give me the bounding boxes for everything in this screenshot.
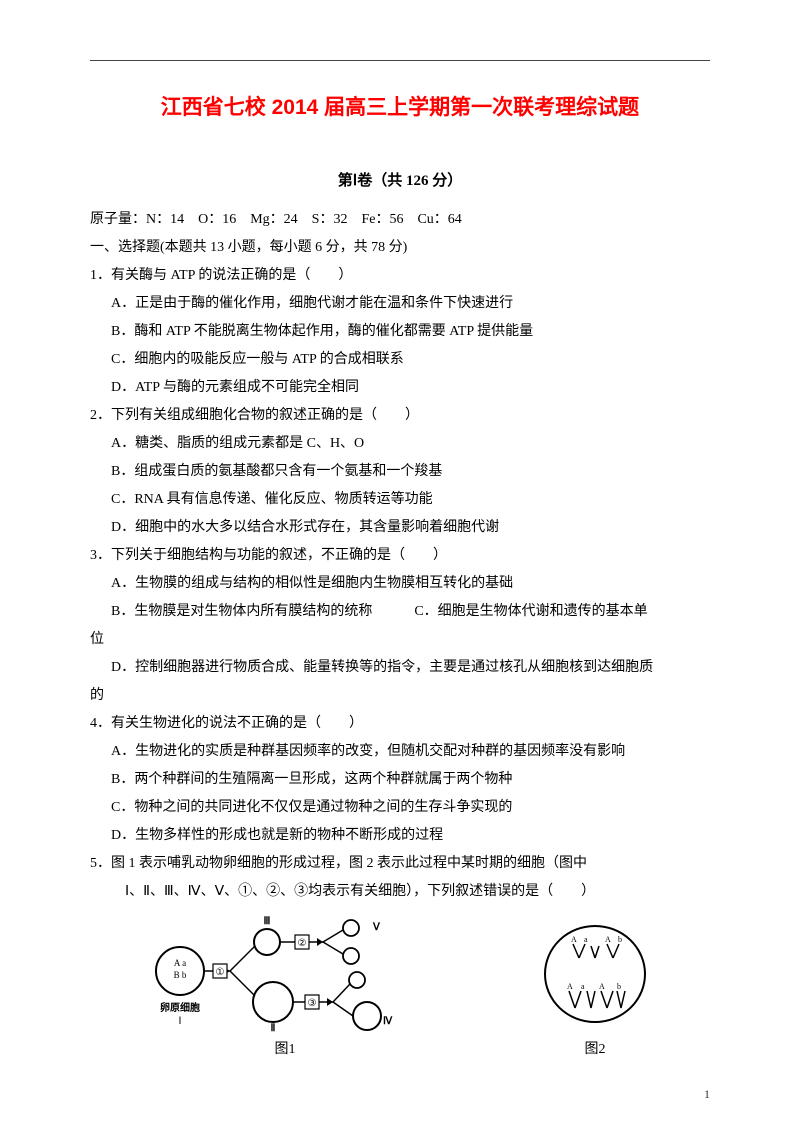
fig1-num3: ③ [308, 998, 317, 1009]
q4-b: B．两个种群间的生殖隔离一旦形成，这两个种群就属于两个物种 [90, 766, 710, 794]
q3-a: A．生物膜的组成与结构的相似性是细胞内生物膜相互转化的基础 [90, 570, 710, 598]
q3-d-tail: 的 [90, 682, 710, 710]
svg-text:A a: A a [174, 958, 186, 968]
section-subtitle: 第Ⅰ卷（共 126 分） [90, 169, 710, 190]
q4-stem: 4．有关生物进化的说法不正确的是（ ） [90, 710, 710, 738]
page-number: 1 [704, 1087, 710, 1102]
q4-a: A．生物进化的实质是种群基因频率的改变，但随机交配对种群的基因频率没有影响 [90, 738, 710, 766]
figure-2: A a A b A a A b 图2 [535, 916, 655, 1058]
svg-text:A: A [571, 935, 577, 944]
doc-title: 江西省七校 2014 届高三上学期第一次联考理综试题 [90, 91, 710, 121]
svg-text:a: a [581, 982, 585, 991]
q2-a: A．糖类、脂质的组成元素都是 C、H、O [90, 430, 710, 458]
atomic-weights: 原子量：N：14 O：16 Mg：24 S：32 Fe：56 Cu：64 [90, 206, 710, 234]
fig1-yuan: 卵原细胞 [160, 1001, 200, 1014]
fig2-caption: 图2 [585, 1038, 606, 1058]
q1-a: A．正是由于酶的催化作用，细胞代谢才能在温和条件下快速进行 [90, 290, 710, 318]
fig1-IV: Ⅳ [383, 1016, 393, 1027]
svg-text:a: a [584, 935, 588, 944]
fig1-I: Ⅰ [179, 1016, 182, 1027]
fig1-num2: ② [298, 938, 307, 949]
fig1-II: Ⅱ [271, 1023, 276, 1034]
q5-stem: 5．图 1 表示哺乳动物卵细胞的形成过程，图 2 表示此过程中某时期的细胞（图中 [90, 850, 710, 878]
figure-1: A a B b 卵原细胞 Ⅰ ① Ⅲ Ⅱ [145, 916, 425, 1058]
q2-stem: 2．下列有关组成细胞化合物的叙述正确的是（ ） [90, 402, 710, 430]
svg-text:A: A [599, 982, 605, 991]
section-heading: 一、选择题(本题共 13 小题，每小题 6 分，共 78 分) [90, 234, 710, 262]
svg-text:b: b [618, 935, 622, 944]
q1-b: B．酶和 ATP 不能脱离生物体起作用，酶的催化都需要 ATP 提供能量 [90, 318, 710, 346]
q3-bc-tail: 位 [90, 626, 710, 654]
body: 原子量：N：14 O：16 Mg：24 S：32 Fe：56 Cu：64 一、选… [90, 206, 710, 906]
q1-d: D．ATP 与酶的元素组成不可能完全相同 [90, 374, 710, 402]
svg-text:B b: B b [174, 970, 187, 980]
fig1-caption: 图1 [275, 1038, 296, 1058]
fig1-num1: ① [216, 967, 225, 978]
q2-b: B．组成蛋白质的氨基酸都只含有一个氨基和一个羧基 [90, 458, 710, 486]
svg-text:b: b [617, 982, 621, 991]
page: 江西省七校 2014 届高三上学期第一次联考理综试题 第Ⅰ卷（共 126 分） … [0, 0, 800, 1132]
svg-text:A: A [605, 935, 611, 944]
fig1-III: Ⅲ [264, 916, 271, 927]
q2-d: D．细胞中的水大多以结合水形式存在，其含量影响着细胞代谢 [90, 514, 710, 542]
q1-stem: 1．有关酶与 ATP 的说法正确的是（ ） [90, 262, 710, 290]
q2-c: C．RNA 具有信息传递、催化反应、物质转运等功能 [90, 486, 710, 514]
top-rule [90, 60, 710, 61]
q1-c: C．细胞内的吸能反应一般与 ATP 的合成相联系 [90, 346, 710, 374]
q3-d: D．控制细胞器进行物质合成、能量转换等的指令，主要是通过核孔从细胞核到达细胞质 [90, 654, 710, 682]
figure-1-svg: A a B b 卵原细胞 Ⅰ ① Ⅲ Ⅱ [145, 916, 425, 1036]
q4-d: D．生物多样性的形成也就是新的物种不断形成的过程 [90, 822, 710, 850]
q3-stem: 3．下列关于细胞结构与功能的叙述，不正确的是（ ） [90, 542, 710, 570]
q4-c: C．物种之间的共同进化不仅仅是通过物种之间的生存斗争实现的 [90, 794, 710, 822]
figures-row: A a B b 卵原细胞 Ⅰ ① Ⅲ Ⅱ [90, 916, 710, 1058]
q3-bc: B．生物膜是对生物体内所有膜结构的统称 C．细胞是生物体代谢和遗传的基本单 [90, 598, 710, 626]
svg-text:A: A [567, 982, 573, 991]
figure-2-svg: A a A b A a A b [535, 916, 655, 1036]
fig1-V: Ⅴ [372, 922, 381, 933]
q5-stem2: Ⅰ、Ⅱ、Ⅲ、Ⅳ、Ⅴ、①、②、③均表示有关细胞），下列叙述错误的是（ ） [90, 878, 710, 906]
